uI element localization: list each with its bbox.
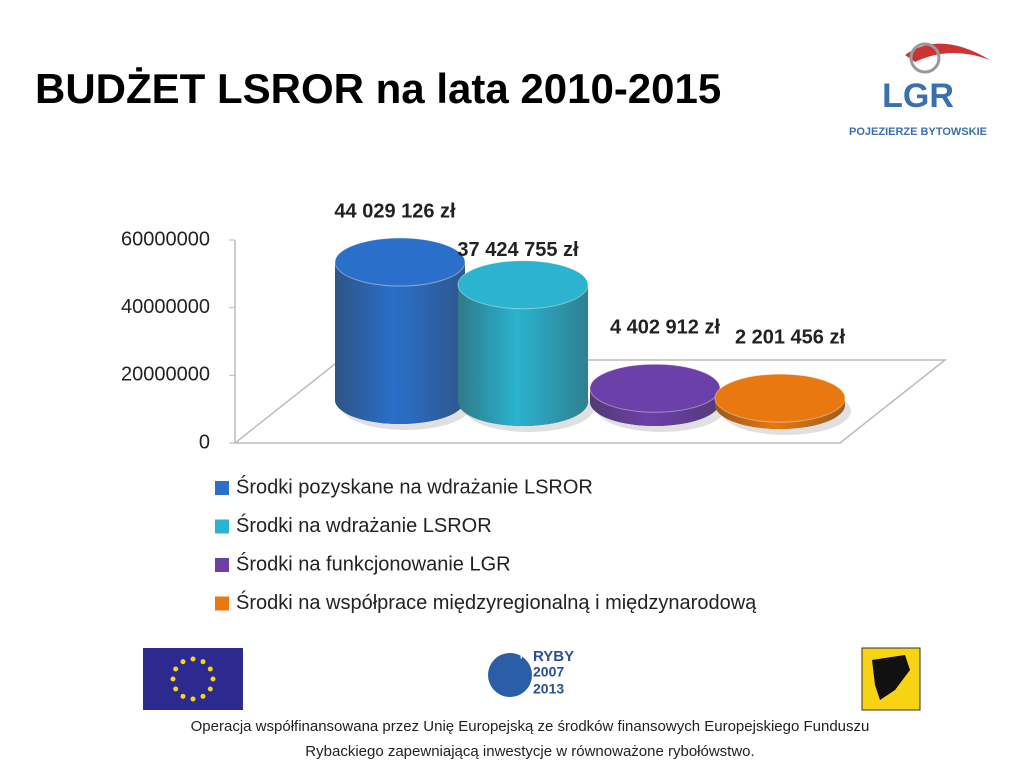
griffin xyxy=(872,655,910,700)
floor xyxy=(232,359,948,444)
legend-swatch xyxy=(215,519,229,534)
y-tick-label: 20000000 xyxy=(121,364,210,386)
lgr-logo: LGR POJEZIERZE BYTOWSKIE xyxy=(849,42,990,138)
legend-label: Środki na współprace międzyregionalną i … xyxy=(236,590,757,614)
cylinder-body xyxy=(335,262,465,424)
value-label: 44 029 126 zł xyxy=(334,200,456,222)
eu-star xyxy=(190,696,196,702)
pory-year: 2013 xyxy=(533,681,564,697)
legend-swatch xyxy=(215,481,229,495)
footer-logos: PO RYBY 2007 2013 Operacja współfinansow… xyxy=(143,647,921,760)
value-label: 2 201 456 zł xyxy=(735,326,846,348)
cylinder-body xyxy=(458,284,588,426)
eu-star xyxy=(173,666,179,672)
logo-subtitle: POJEZIERZE BYTOWSKIE xyxy=(849,126,987,138)
cylinder-top xyxy=(714,373,846,423)
eu-star xyxy=(207,666,213,672)
pory-logo xyxy=(488,653,532,697)
eu-star xyxy=(180,659,186,665)
eu-stars xyxy=(170,656,216,702)
eu-star xyxy=(200,659,206,665)
eu-star xyxy=(173,686,179,692)
logo-fish xyxy=(905,43,990,62)
y-tick-label: 60000000 xyxy=(121,228,210,250)
eu-star xyxy=(200,693,206,699)
legend-swatch xyxy=(215,558,229,572)
slide-title: BUDŻET LSROR na lata 2010-2015 xyxy=(35,65,721,112)
y-tick-label: 0 xyxy=(199,431,210,453)
cylinder-top xyxy=(457,260,589,310)
logo-ring xyxy=(909,42,941,74)
cylinder-top xyxy=(334,237,466,287)
legend-label: Środki na wdrażanie LSROR xyxy=(236,513,492,537)
y-tick-label: 40000000 xyxy=(121,296,210,318)
legend-label: Środki na funkcjonowanie LGR xyxy=(236,551,511,575)
pory-ryby: RYBY xyxy=(533,648,574,665)
chart: 0 20000000 40000000 60000000 44 029 126 zł37… xyxy=(121,200,948,453)
pory-year: 2007 xyxy=(533,664,564,680)
legend: Środki pozyskane na wdrażanie LSROR Środk… xyxy=(215,474,757,614)
pory-po: PO xyxy=(520,650,533,660)
eu-star xyxy=(170,676,176,682)
eu-star xyxy=(180,693,186,699)
logo-text: LGR xyxy=(882,77,954,115)
footer-text: Operacja współfinansowana przez Unię Eur… xyxy=(191,718,870,735)
eu-star xyxy=(190,656,196,662)
value-label: 37 424 755 zł xyxy=(457,239,579,261)
footer-text: Rybackiego zapewniającą inwestycje w rów… xyxy=(305,743,754,760)
legend-swatch xyxy=(215,596,229,611)
eu-star xyxy=(207,686,213,692)
eu-star xyxy=(210,676,216,682)
cylinder-top xyxy=(589,363,721,413)
value-label: 4 402 912 zł xyxy=(610,316,721,338)
legend-label: Środki pozyskane na wdrażanie LSROR xyxy=(236,474,593,498)
